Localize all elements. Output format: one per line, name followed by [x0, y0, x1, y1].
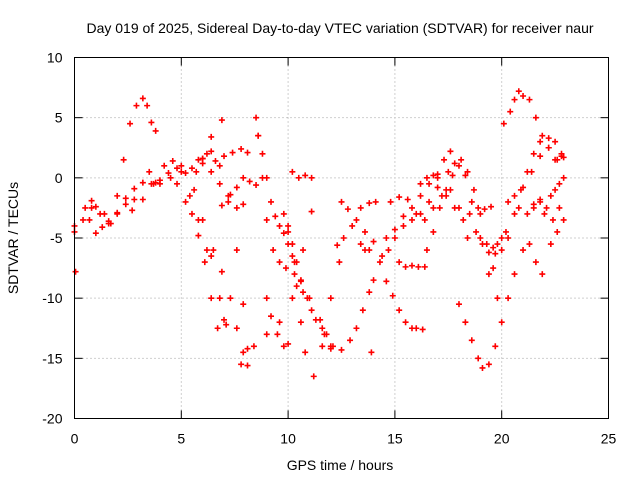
x-tick-label: 10	[280, 431, 296, 447]
y-tick-label: -5	[50, 230, 63, 246]
data-point-series	[338, 198, 377, 245]
data-point-series	[86, 179, 159, 237]
y-tick-label: 0	[55, 170, 63, 186]
data-marks	[71, 88, 567, 380]
data-point-series	[505, 144, 567, 205]
data-point-series	[156, 165, 230, 328]
data-point-series	[475, 203, 495, 213]
data-point-series	[530, 198, 567, 248]
x-tick-label: 5	[177, 431, 185, 447]
data-point-series	[129, 157, 210, 254]
x-tick-label: 25	[601, 431, 617, 447]
y-tick-label: -10	[42, 290, 62, 306]
data-point-series	[547, 174, 567, 199]
data-point-series	[280, 210, 345, 353]
grid-lines	[74, 57, 609, 419]
data-point-series	[347, 277, 377, 344]
data-point-series	[210, 247, 251, 369]
data-point-series	[387, 186, 471, 241]
chart-title: Day 019 of 2025, Sidereal Day-to-day VTE…	[86, 20, 593, 36]
data-point-series	[396, 259, 428, 270]
data-point-series	[71, 95, 159, 231]
axis-ticks: 0 5 10 15 20 25 -20 -15 -10 -5 0 5 10	[42, 50, 616, 447]
data-point-series	[357, 241, 373, 254]
data-point-series	[218, 174, 260, 209]
x-tick-label: 15	[387, 431, 403, 447]
data-point-series	[199, 160, 247, 211]
data-point-series	[72, 268, 79, 275]
data-point-series	[500, 88, 565, 163]
data-point-series	[255, 132, 334, 350]
data-point-series	[423, 162, 501, 302]
x-tick-label: 20	[494, 431, 510, 447]
data-point-series	[289, 168, 315, 181]
data-point-series	[174, 180, 221, 332]
data-point-series	[263, 295, 292, 350]
y-axis-label: SDTVAR / TECUs	[5, 182, 21, 294]
x-tick-label: 0	[71, 431, 79, 447]
data-point-series	[455, 241, 546, 371]
data-point-series	[195, 145, 251, 164]
x-axis-label: GPS time / hours	[287, 457, 394, 473]
data-point-series	[238, 208, 315, 368]
data-point-series	[417, 171, 441, 187]
data-point-series	[515, 196, 563, 223]
data-point-series	[376, 259, 426, 333]
data-point-series	[253, 114, 334, 352]
data-point-series	[490, 228, 509, 251]
data-point-series	[368, 349, 375, 356]
y-tick-label: 10	[47, 50, 63, 66]
data-point-series	[383, 180, 467, 241]
data-point-series	[334, 198, 379, 249]
data-point-series	[466, 135, 565, 257]
y-tick-label: 5	[55, 110, 63, 126]
data-point-series	[285, 228, 343, 380]
data-point-series	[379, 148, 454, 260]
y-tick-label: -15	[42, 350, 62, 366]
y-tick-label: -20	[42, 411, 62, 427]
data-point-series	[445, 156, 497, 272]
data-point-series	[193, 148, 251, 352]
